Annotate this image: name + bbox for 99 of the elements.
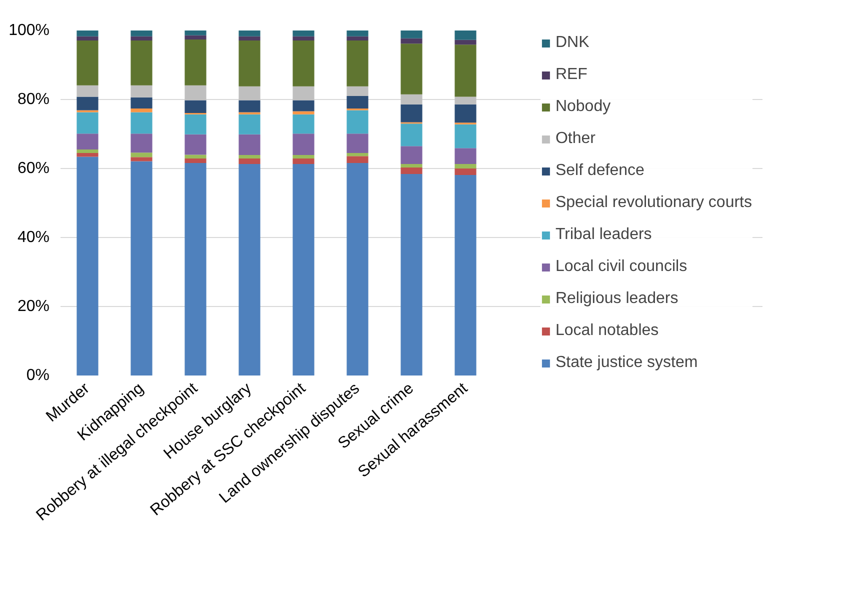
bar [238, 36, 260, 41]
bar [346, 152, 368, 156]
bar [184, 162, 206, 376]
bar [130, 134, 152, 153]
legend-label: REF [555, 66, 588, 84]
legend-label: Self defence [555, 162, 644, 180]
bar [454, 148, 476, 164]
bar [238, 114, 260, 134]
bar [130, 152, 152, 158]
bar [400, 164, 422, 168]
bar [238, 100, 260, 112]
bar [400, 104, 422, 122]
legend-label: Religious leaders [555, 290, 678, 308]
bar [292, 158, 314, 164]
bar [292, 86, 314, 100]
bar [346, 110, 368, 134]
legend-label: DNK [555, 34, 590, 52]
bar [130, 108, 152, 112]
bar [76, 30, 98, 36]
bar [292, 111, 314, 114]
bar [130, 36, 152, 41]
bar [76, 134, 98, 150]
bar [76, 96, 98, 110]
bar [346, 96, 368, 108]
legend-label: Local notables [555, 322, 659, 340]
bar [454, 44, 476, 97]
bar [454, 30, 476, 40]
bar [454, 40, 476, 45]
bar [76, 36, 98, 41]
bar [454, 175, 476, 376]
bar [292, 40, 314, 86]
bar [454, 164, 476, 168]
legend-label: Local civil councils [555, 258, 688, 276]
bar [238, 40, 260, 86]
bar [184, 154, 206, 158]
bar [400, 167, 422, 174]
bar [238, 155, 260, 158]
bar [292, 36, 314, 41]
y-tick-label: 80% [17, 91, 50, 108]
bar [238, 134, 260, 156]
bar [184, 39, 206, 86]
bar [130, 97, 152, 108]
bar [184, 158, 206, 163]
bar [292, 155, 314, 158]
bar [238, 30, 260, 36]
y-tick-label: 60% [17, 160, 50, 177]
bar [292, 100, 314, 112]
bar [346, 40, 368, 86]
bar [454, 124, 476, 148]
bar [346, 156, 368, 163]
bar [238, 158, 260, 164]
legend-label: Special revolutionary courts [555, 194, 752, 212]
bar [292, 134, 314, 156]
bar [184, 35, 206, 40]
bar [238, 86, 260, 100]
bar [400, 94, 422, 104]
bar [292, 114, 314, 134]
bar [184, 85, 206, 100]
bar [400, 174, 422, 376]
bar [400, 146, 422, 164]
bar [130, 112, 152, 134]
bar [76, 156, 98, 376]
bar [76, 150, 98, 153]
y-tick-label: 40% [17, 229, 50, 246]
bar [346, 86, 368, 96]
legend-label: Other [555, 130, 596, 148]
legend-label: Tribal leaders [555, 226, 652, 244]
bar [400, 30, 422, 38]
y-tick-label: 100% [8, 22, 50, 39]
bar [400, 44, 422, 94]
bar [130, 40, 152, 86]
bar [184, 114, 206, 134]
bar [76, 85, 98, 97]
bar [454, 96, 476, 104]
bar [292, 30, 314, 36]
bar [130, 157, 152, 162]
bar [184, 30, 206, 36]
bar [346, 30, 368, 36]
bar [400, 124, 422, 146]
bar [130, 85, 152, 98]
bar [238, 164, 260, 376]
bar [346, 36, 368, 41]
bar [76, 112, 98, 134]
y-tick-label: 20% [17, 298, 50, 315]
bar [454, 168, 476, 176]
bar [454, 104, 476, 123]
bar [400, 38, 422, 44]
bar [76, 152, 98, 157]
bar [76, 40, 98, 86]
bar [184, 100, 206, 113]
bar [346, 134, 368, 153]
bar [184, 134, 206, 155]
y-tick-label: 0% [26, 367, 50, 384]
bar [130, 161, 152, 376]
legend-label: Nobody [555, 98, 611, 116]
bar [292, 164, 314, 376]
legend-label: State justice system [555, 354, 698, 372]
bar [346, 162, 368, 376]
bar [130, 30, 152, 36]
